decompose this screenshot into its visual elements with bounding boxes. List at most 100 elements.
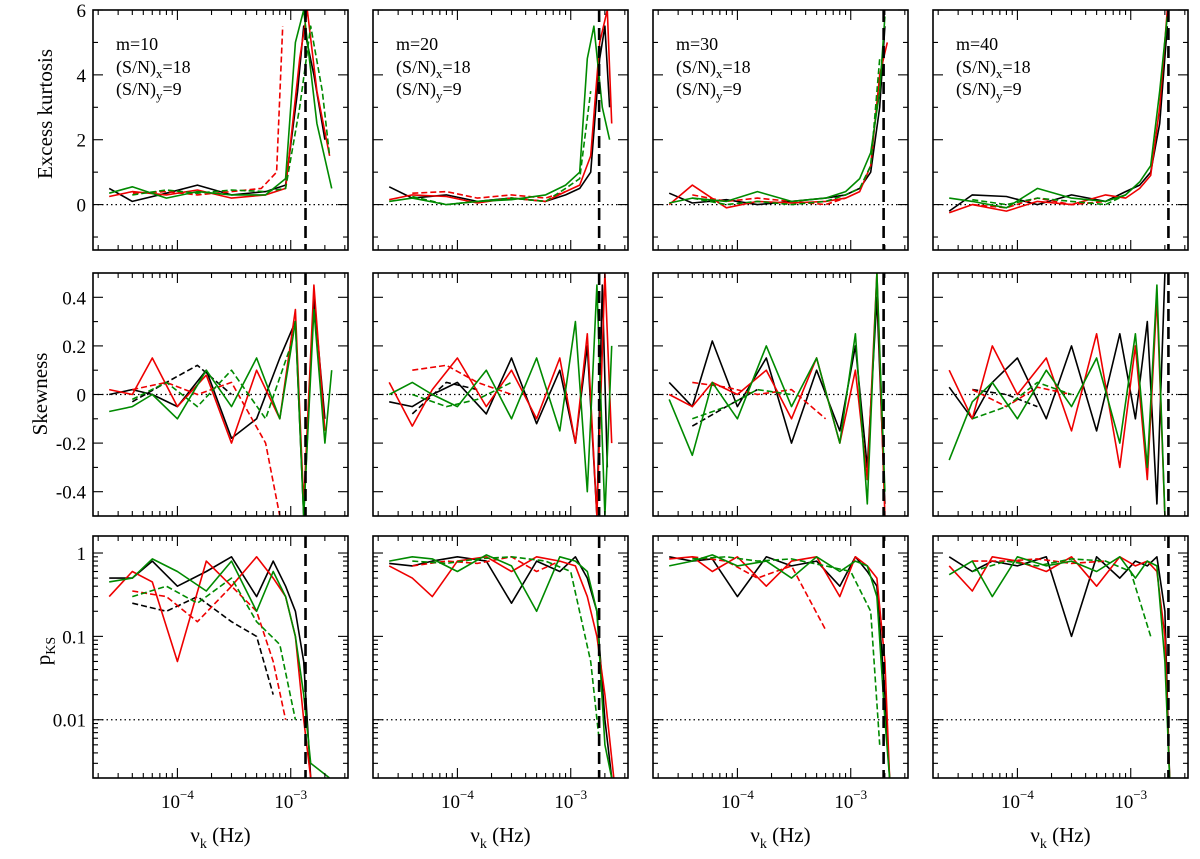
ylabel-pks: pKS [31,637,59,665]
x-axis-title-symbol: ν [1030,823,1040,847]
x-axis-title-symbol: ν [190,823,200,847]
x-tick-label: 10−4 [441,787,474,813]
y-tick-label: 0 [77,196,87,217]
panel-r2-c0: 0.01 0.1 1 [53,535,349,779]
annotation-snr-x: (S/N)x=18 [676,57,751,81]
annotation-snr-x-label: (S/N) [676,57,716,78]
series-red-solid [948,10,1169,214]
series-red-dashed [132,381,281,516]
series-group [388,273,613,516]
series-red-solid [108,555,312,778]
annotation-snr-y-value: =9 [723,79,742,99]
annotation-snr-x-label: (S/N) [396,57,436,78]
series-green-dashed [131,345,292,420]
x-axis-title-unit: (Hz) [487,823,531,847]
x-tick-exp: −3 [293,787,307,802]
series-green-solid [948,555,1171,778]
x-axis-title-symbol: ν [750,823,760,847]
series-green-dashed [132,25,331,196]
panel-r0-c2: m=30(S/N)x=18(S/N)y=9 [652,9,909,251]
row-labels: Excess kurtosis Skewness pKS [28,49,59,665]
annotation-snr-y-value: =9 [163,79,182,99]
series-red-solid [669,555,891,778]
series-red-solid [388,555,615,778]
annotation-snr-x-label: (S/N) [956,57,996,78]
panel-title: m=10 [116,34,158,54]
series-green-solid [949,16,1169,209]
series-red-dashed [972,558,1106,565]
x-axis-title-symbol: ν [470,823,480,847]
panel-frame [92,535,349,779]
series-black-dashed [411,381,478,415]
series-group [669,554,891,778]
series-red-dashed [692,556,827,631]
annotation-snr-x-sub: x [996,66,1003,81]
x-axis-title: νk (Hz) [1030,823,1090,852]
x-tick-exp: −3 [853,787,867,802]
y-tick-label: 2 [77,131,87,152]
series-group [108,555,331,778]
x-tick-label: 10−3 [274,787,307,813]
series-green-dashed [972,194,1126,206]
series-red-dashed [412,555,561,573]
annotation-snr-x-sub: x [716,66,723,81]
x-tick-base: 10 [1114,792,1133,813]
panel-r0-c3: m=40(S/N)x=18(S/N)y=9 [932,9,1189,251]
x-axis-title-sub: k [760,837,767,852]
annotation-snr-x-value: =18 [723,57,751,77]
series-red-solid [389,10,613,204]
x-axis-title: νk (Hz) [750,823,810,852]
x-tick-exp: −3 [573,787,587,802]
panel-frame [372,9,629,251]
series-group [388,10,613,206]
x-axis-title-sub: k [200,837,207,852]
annotation-snr-x-value: =18 [443,57,471,77]
annotation-snr-y-label: (S/N) [676,79,716,100]
annotation-snr-x-label: (S/N) [116,57,156,78]
y-tick-label: 0.4 [62,288,86,309]
annotation-snr-y: (S/N)y=9 [396,79,462,103]
panel-frame [372,535,629,779]
series-black-solid [669,555,891,778]
annotation-snr-x-value: =18 [163,57,191,77]
ylabel-pks-sub: KS [44,637,59,655]
x-axis-title: νk (Hz) [190,823,250,852]
y-tick-label: 0 [77,386,87,407]
x-tick-base: 10 [834,792,853,813]
panel-r0-c1: m=20(S/N)x=18(S/N)y=9 [372,9,629,251]
annotation-snr-y: (S/N)y=9 [676,79,742,103]
x-axis-title-sub: k [1040,837,1047,852]
y-tick-label: 4 [77,66,87,87]
x-tick-base: 10 [274,792,293,813]
x-tick-base: 10 [441,792,460,813]
y-tick-label: 0.2 [62,337,86,358]
annotation-snr-x: (S/N)x=18 [956,57,1031,81]
panel-r1-c1 [372,272,629,517]
series-black-solid [109,555,312,778]
panel-r2-c1 [372,535,629,779]
series-green-solid [388,284,613,516]
series-black-dashed [131,364,233,403]
panel-title: m=20 [396,34,438,54]
series-group [948,273,1166,516]
annotation-snr-y-label: (S/N) [396,79,436,100]
y-tick-label: 0.1 [62,627,86,648]
x-axis-title-sub: k [480,837,487,852]
x-tick-base: 10 [1001,792,1020,813]
series-group [388,554,615,778]
annotation-snr-x-value: =18 [1003,57,1031,77]
panel-frame [932,9,1189,251]
series-black-solid [948,273,1166,505]
x-tick-label: 10−3 [554,787,587,813]
series-green-dashed [692,58,881,206]
x-axis-labels: 10−4 10−3νk (Hz)10−4 10−3νk (Hz)10−4 10−3νk… [161,787,1147,852]
series-green-dashed [412,555,601,745]
y-tick-label: -0.4 [56,483,87,504]
annotation-snr-y-label: (S/N) [116,79,156,100]
x-axis-title: νk (Hz) [470,823,530,852]
series-red-solid [388,273,613,516]
series-red-solid [668,273,886,516]
y-tick-label: 6 [77,1,87,22]
x-tick-label: 10−3 [834,787,867,813]
